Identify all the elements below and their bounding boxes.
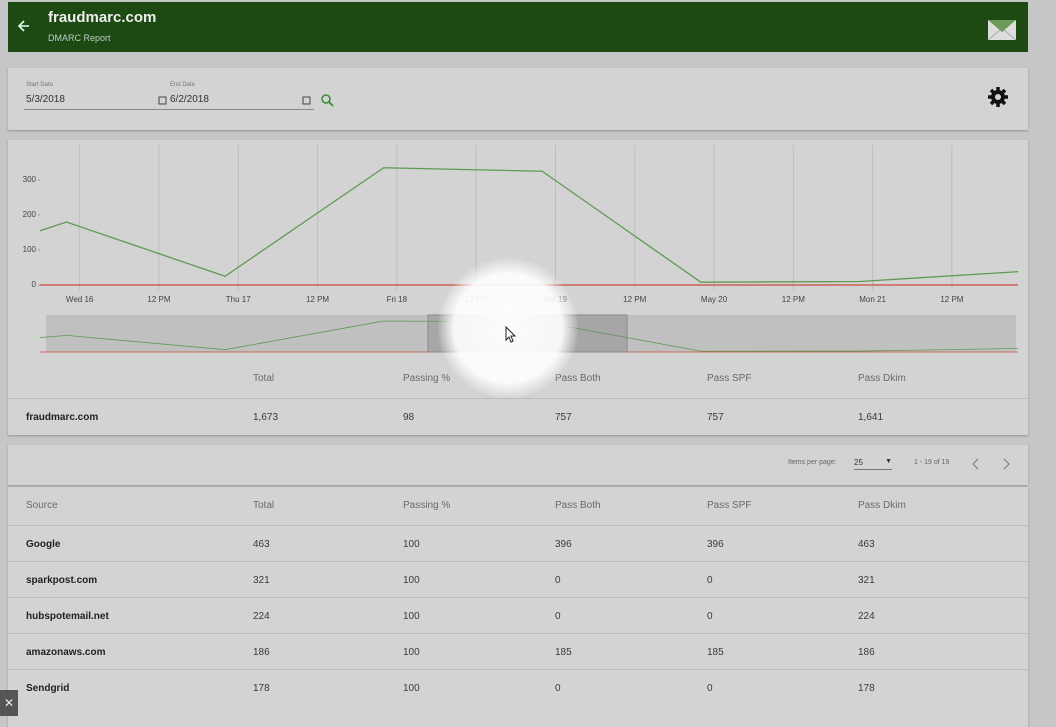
table-cell: 396 (707, 539, 724, 550)
summary-cell: 1,673 (253, 412, 279, 423)
column-header: Pass SPF (707, 500, 752, 511)
row-divider (8, 597, 1028, 598)
table-cell: 0 (555, 575, 561, 586)
table-cell: 100 (403, 611, 420, 622)
app-bar: fraudmarc.com DMARC Report (8, 2, 1028, 52)
x-tick-label: Sat 19 (544, 295, 568, 304)
table-cell: 0 (555, 683, 561, 694)
table-cell: 224 (858, 611, 875, 622)
app-subtitle: DMARC Report (48, 33, 111, 43)
x-tick-label: Thu 17 (226, 295, 251, 304)
table-cell: hubspotemail.net (26, 611, 109, 622)
x-tick-label: Wed 16 (66, 295, 94, 304)
x-tick-label: May 20 (701, 295, 728, 304)
table-cell: Sendgrid (26, 683, 70, 694)
x-tick-label: 12 PM (147, 295, 170, 304)
table-cell: 186 (253, 647, 270, 658)
page-size-select[interactable]: 25 ▼ (854, 458, 892, 470)
table-cell: 224 (253, 611, 270, 622)
table-cell: 100 (403, 683, 420, 694)
column-header: Total (253, 373, 275, 384)
prev-page[interactable] (970, 457, 982, 471)
series-line (39, 167, 1019, 283)
x-tick-label: 12 PM (306, 295, 329, 304)
summary-cell: 1,641 (858, 412, 884, 423)
y-tick-label: 200 (23, 210, 37, 219)
chart: Wed 16 12 PM Thu 17 12 PM Fri 18 12 PM Sat 19 1… (23, 145, 1019, 353)
column-header: Total (253, 500, 275, 511)
next-page[interactable] (1000, 457, 1012, 471)
settings-button[interactable] (986, 85, 1010, 109)
start-input[interactable]: 5/3/2018 (26, 94, 65, 105)
end-input[interactable]: 6/2/2018 (170, 94, 209, 105)
table-cell: 321 (858, 575, 875, 586)
table-cell: 100 (403, 647, 420, 658)
navigator-selection[interactable] (427, 314, 628, 353)
app-title: fraudmarc.com (48, 9, 157, 26)
table-cell: Google (26, 539, 61, 550)
column-header: Source (26, 500, 58, 511)
summary-table: Total Passing % Pass Both Pass SPF Pass Dkim… (8, 360, 1028, 435)
page-size: 25 (854, 458, 863, 467)
table-cell: 0 (707, 575, 713, 586)
start-label: Start Date (26, 82, 54, 88)
table-cell: 185 (707, 647, 724, 658)
items-label: Items per page: (788, 459, 837, 466)
table-cell: 186 (858, 647, 875, 658)
table-cell: 100 (403, 575, 420, 586)
filter-card: Start Date 5/3/2018 End Date 6/2/2018 (8, 68, 1028, 130)
x-tick-label: 12 PM (940, 295, 963, 304)
summary-cell: 98 (403, 412, 415, 423)
table-cell: 178 (858, 683, 875, 694)
summary-cell: fraudmarc.com (26, 412, 99, 423)
row-divider (8, 561, 1028, 562)
table-cell: 463 (253, 539, 270, 550)
column-header: Pass Both (555, 500, 601, 511)
back-button[interactable] (16, 18, 32, 34)
page-range: 1 - 19 of 19 (914, 459, 950, 466)
x-tick-label: 12 PM (465, 295, 488, 304)
end-label: End Date (170, 82, 196, 88)
table-cell: 0 (555, 611, 561, 622)
table-cell: 100 (403, 539, 420, 550)
table-cell: 396 (555, 539, 572, 550)
pagination: Items per page: 25 ▼ 1 - 19 of 19 (8, 445, 1028, 485)
table-cell: sparkpost.com (26, 575, 98, 586)
summary-cell: 757 (555, 412, 572, 423)
table-cell: 463 (858, 539, 875, 550)
date-underline (24, 109, 314, 110)
row-divider (8, 633, 1028, 634)
table-cell: 321 (253, 575, 270, 586)
row-divider (8, 669, 1028, 670)
x-tick-label: 12 PM (782, 295, 805, 304)
table-cell: 0 (707, 611, 713, 622)
column-header: Pass SPF (707, 373, 752, 384)
column-header: Pass Dkim (858, 500, 906, 511)
table-cell: 0 (707, 683, 713, 694)
cursor (505, 326, 517, 343)
search-button[interactable] (320, 93, 334, 107)
column-header: Pass Dkim (858, 373, 906, 384)
logo (987, 20, 1017, 41)
y-tick-label: 100 (23, 245, 37, 254)
table-cell: 178 (253, 683, 270, 694)
x-tick-label: Fri 18 (387, 295, 408, 304)
x-tick-label: 12 PM (623, 295, 646, 304)
divider (8, 398, 1028, 399)
close-button[interactable]: ✕ (0, 690, 18, 716)
source-table: Source Total Passing % Pass Both Pass SPF Pas… (8, 487, 1028, 727)
calendar-icon[interactable] (302, 95, 312, 105)
y-tick-label: 300 (23, 175, 37, 184)
column-header: Passing % (403, 373, 451, 384)
calendar-icon[interactable] (158, 95, 168, 105)
table-cell: amazonaws.com (26, 647, 106, 658)
column-header: Pass Both (555, 373, 601, 384)
summary-cell: 757 (707, 412, 724, 423)
column-header: Passing % (403, 500, 451, 511)
table-cell: 185 (555, 647, 572, 658)
x-tick-label: Mon 21 (859, 295, 886, 304)
y-tick-label: 0 (32, 280, 37, 289)
row-divider (8, 525, 1028, 526)
